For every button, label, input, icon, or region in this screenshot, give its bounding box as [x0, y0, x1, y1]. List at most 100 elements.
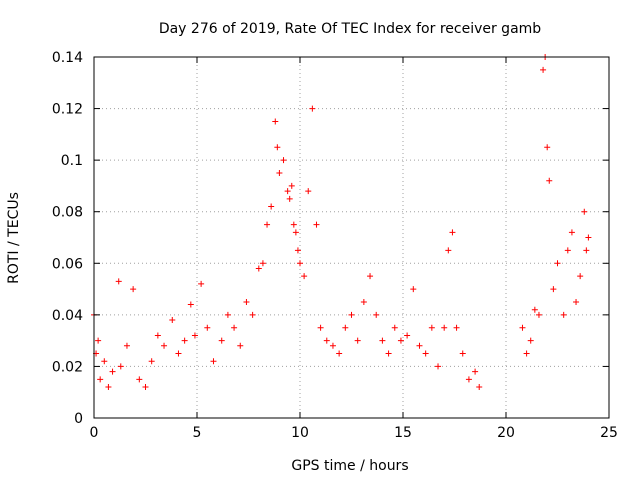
data-point	[519, 324, 526, 331]
data-point	[290, 221, 297, 228]
data-point	[422, 350, 429, 357]
data-point	[169, 317, 176, 324]
data-point	[101, 358, 108, 365]
y-tick-label: 0.12	[52, 102, 83, 118]
data-point	[435, 363, 442, 370]
data-point	[109, 368, 116, 375]
y-tick-label: 0.14	[52, 50, 83, 66]
data-point	[360, 298, 367, 305]
data-point	[123, 342, 130, 349]
data-point	[309, 105, 316, 112]
y-tick-label: 0.06	[52, 256, 83, 272]
data-point	[385, 350, 392, 357]
x-tick-label: 20	[497, 425, 515, 441]
data-point	[449, 229, 456, 236]
data-point	[280, 157, 287, 164]
data-point	[550, 286, 557, 293]
data-point	[523, 350, 530, 357]
data-point	[97, 376, 104, 383]
data-point	[336, 350, 343, 357]
data-point	[154, 332, 161, 339]
data-point	[187, 301, 194, 308]
data-point	[540, 66, 547, 73]
data-point	[294, 247, 301, 254]
data-point	[136, 376, 143, 383]
data-point	[210, 358, 217, 365]
y-tick-label: 0	[74, 411, 83, 427]
data-point	[204, 324, 211, 331]
data-point	[317, 324, 324, 331]
data-point	[354, 337, 361, 344]
y-tick-label: 0.08	[52, 205, 83, 221]
data-point	[554, 260, 561, 267]
data-point	[95, 337, 102, 344]
data-point	[581, 208, 588, 215]
data-point	[410, 286, 417, 293]
data-point	[286, 195, 293, 202]
y-tick-label: 0.1	[61, 153, 83, 169]
data-point	[577, 273, 584, 280]
data-point	[274, 144, 281, 151]
data-point	[218, 337, 225, 344]
data-point	[313, 221, 320, 228]
data-point	[288, 182, 295, 189]
data-point	[379, 337, 386, 344]
data-point	[531, 306, 538, 313]
data-point	[284, 188, 291, 195]
data-point	[397, 337, 404, 344]
chart-title: Day 276 of 2019, Rate Of TEC Index for r…	[159, 21, 541, 37]
data-point	[268, 203, 275, 210]
data-point	[249, 311, 256, 318]
data-point	[297, 260, 303, 267]
data-point	[564, 247, 571, 254]
data-point	[243, 298, 250, 305]
data-point	[148, 358, 155, 365]
data-point	[585, 234, 592, 241]
data-point	[342, 324, 349, 331]
plot-frame	[93, 56, 610, 419]
data-point	[453, 324, 460, 331]
data-point	[373, 311, 380, 318]
data-points	[91, 54, 592, 391]
data-point	[198, 280, 205, 287]
data-point	[445, 247, 452, 254]
data-point	[161, 342, 168, 349]
data-point	[472, 368, 479, 375]
grid-layer	[94, 57, 609, 418]
y-tick-label: 0.02	[52, 359, 83, 375]
data-point	[301, 273, 308, 280]
x-tick-label: 10	[291, 425, 309, 441]
data-point	[404, 332, 411, 339]
y-axis-label: ROTI / TECUs	[6, 192, 22, 284]
data-point	[560, 311, 567, 318]
data-point	[391, 324, 398, 331]
data-point	[568, 229, 575, 236]
y-tick-label: 0.04	[52, 308, 83, 324]
data-point	[544, 144, 551, 151]
x-tick-label: 15	[394, 425, 412, 441]
x-tick-label: 25	[600, 425, 618, 441]
data-point	[259, 260, 266, 267]
data-point	[416, 342, 423, 349]
data-point	[224, 311, 231, 318]
data-point	[476, 384, 483, 391]
data-point	[465, 376, 472, 383]
data-point	[115, 278, 122, 285]
data-point	[459, 350, 466, 357]
data-point	[428, 324, 435, 331]
data-point	[546, 177, 553, 184]
data-point	[583, 247, 590, 254]
data-point	[272, 118, 279, 125]
x-tick-label: 5	[193, 425, 202, 441]
data-point	[255, 265, 262, 272]
x-tick-label: 0	[90, 425, 99, 441]
data-point	[527, 337, 534, 344]
data-point	[348, 311, 355, 318]
data-point	[276, 170, 283, 177]
data-point	[142, 384, 149, 391]
data-point	[292, 229, 299, 236]
data-point	[264, 221, 271, 228]
data-point	[305, 188, 312, 195]
